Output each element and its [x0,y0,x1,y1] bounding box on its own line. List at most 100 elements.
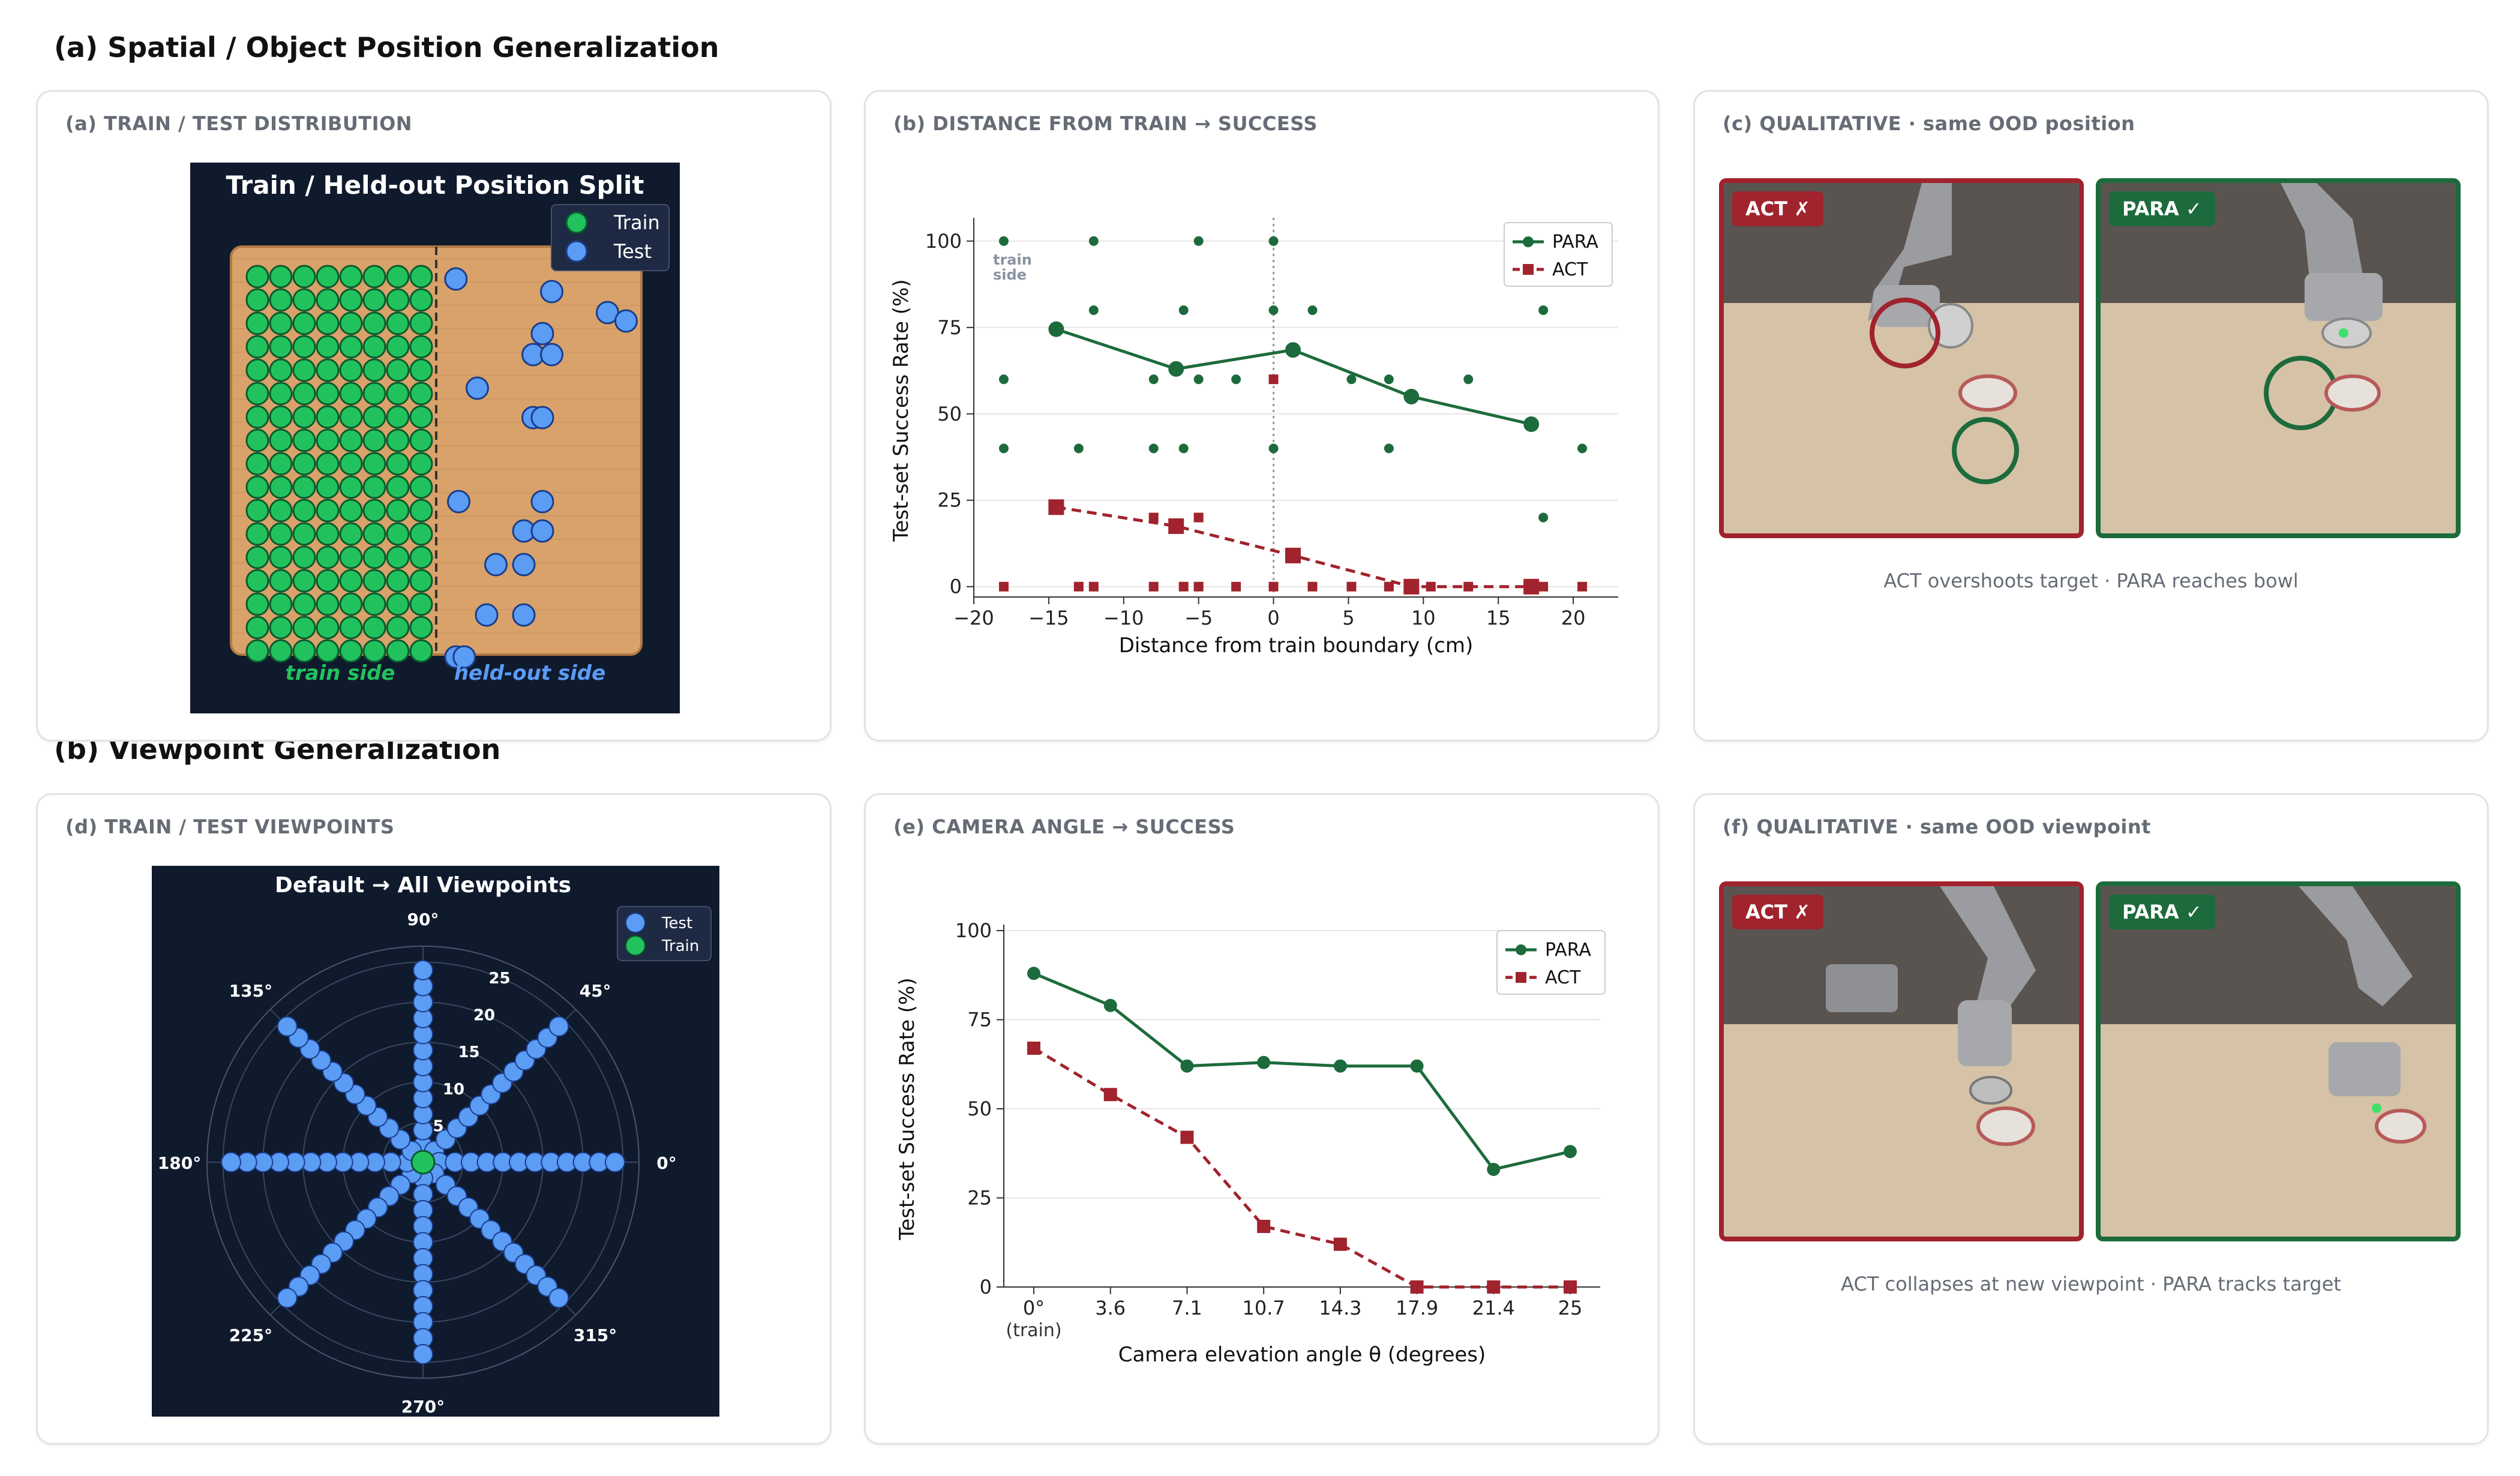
act-episode-point [1073,581,1084,592]
train-position-dot [409,475,433,499]
train-position-dot [292,522,316,546]
para-episode-point [1073,443,1084,454]
train-position-dot [409,616,433,640]
test-position-dot [466,376,489,400]
train-position-dot [339,428,363,452]
x-tick-label: 3.6 [1095,1297,1126,1319]
train-position-dot [245,545,269,569]
train-position-dot [292,499,316,523]
train-position-dot [269,639,293,663]
test-viewpoint-dot [277,1288,298,1309]
train-position-dot [269,475,293,499]
card-title: (a) TRAIN / TEST DISTRIBUTION [65,112,413,135]
train-tick-sublabel: (train) [1006,1320,1061,1341]
test-viewpoint-dot [548,1016,569,1037]
train-position-dot [245,475,269,499]
para-episode-point [1384,443,1394,454]
para-episode-point [1193,374,1204,385]
test-viewpoint-dot [277,1016,298,1037]
train-position-dot [409,358,433,382]
legend-label: PARA [1552,232,1598,253]
act-point [1564,1280,1577,1294]
train-position-dot [316,522,340,546]
para-episode-point [1088,305,1099,315]
position-split-chart: Train / Held-out Position Split Train Te… [190,163,680,713]
y-tick-label: 50 [937,403,962,425]
para-rollout-image: PARA ✓ [2096,178,2461,538]
x-tick-label: −15 [1028,607,1069,629]
x-tick-label: 5 [1342,607,1354,629]
train-position-dot [386,545,410,569]
act-fail-badge: ACT ✗ [1732,895,1824,929]
train-position-dot [269,545,293,569]
para-episode-point [1193,236,1204,246]
para-episode-point [1463,374,1474,385]
train-position-dot [292,592,316,616]
train-position-dot [409,569,433,593]
act-episode-point [1538,581,1549,592]
train-position-dot [339,452,363,476]
y-axis-label: Test-set Success Rate (%) [895,977,919,1240]
act-scene [1724,183,2079,533]
test-position-dot [530,490,554,514]
train-position-dot [245,358,269,382]
act-episode-point [1193,581,1204,592]
x-tick-label: 0 [1267,607,1279,629]
act-mean-point [1523,578,1540,595]
train-position-dot [269,569,293,593]
qualitative-caption: ACT collapses at new viewpoint · PARA tr… [1841,1273,2341,1295]
train-position-dot [292,382,316,406]
act-viewpoint-scene [1724,886,2079,1237]
act-series-line [1055,505,1532,589]
train-position-dot [409,265,433,289]
train-position-dot [245,569,269,593]
bowl [2375,1109,2426,1144]
train-position-dot [339,475,363,499]
act-point [1410,1280,1424,1294]
train-position-dot [409,545,433,569]
chart-title: Default → All Viewpoints [275,873,571,898]
act-point [1333,1237,1347,1251]
train-position-dot [269,428,293,452]
angle-label: 270° [401,1397,445,1417]
train-position-dot [316,382,340,406]
train-position-dot [362,358,386,382]
act-episode-point [1268,374,1279,385]
legend-train-label: Train [661,937,699,955]
y-tick-label: 50 [967,1097,992,1120]
train-position-dot [409,452,433,476]
test-position-dot [484,553,508,577]
train-position-dot [409,522,433,546]
train-position-dot [245,522,269,546]
card-title: (e) CAMERA ANGLE → SUCCESS [893,815,1235,838]
para-gripper [2329,1042,2401,1096]
legend-test-marker [565,240,588,263]
train-side-annotation-1: train [993,251,1032,268]
act-episode-point [1148,512,1159,523]
x-tick-label: 20 [1561,607,1586,629]
para-episode-point [1268,305,1279,315]
card-title: (d) TRAIN / TEST VIEWPOINTS [65,815,395,838]
train-position-dot [386,335,410,359]
train-position-dot [269,405,293,429]
test-position-dot [512,603,536,627]
card-qualitative-position: (c) QUALITATIVE · same OOD position ACT … [1693,90,2489,742]
para-episode-point [1538,305,1549,315]
test-positions [444,267,638,669]
radial-tick-label: 20 [473,1007,495,1025]
act-mean-point [1048,499,1064,515]
train-position-dot [339,499,363,523]
train-position-dot [386,452,410,476]
test-position-dot [452,645,476,669]
train-position-dot [362,452,386,476]
train-position-dot [245,311,269,335]
train-position-dot [245,335,269,359]
train-position-dot [339,545,363,569]
act-point [1487,1280,1501,1294]
angle-label: 315° [574,1325,617,1345]
train-position-dot [316,405,340,429]
para-point [1257,1055,1271,1069]
para-mean-point [1168,361,1184,377]
train-position-dot [269,616,293,640]
card-train-test-distribution: (a) TRAIN / TEST DISTRIBUTION Train / He… [36,90,832,742]
